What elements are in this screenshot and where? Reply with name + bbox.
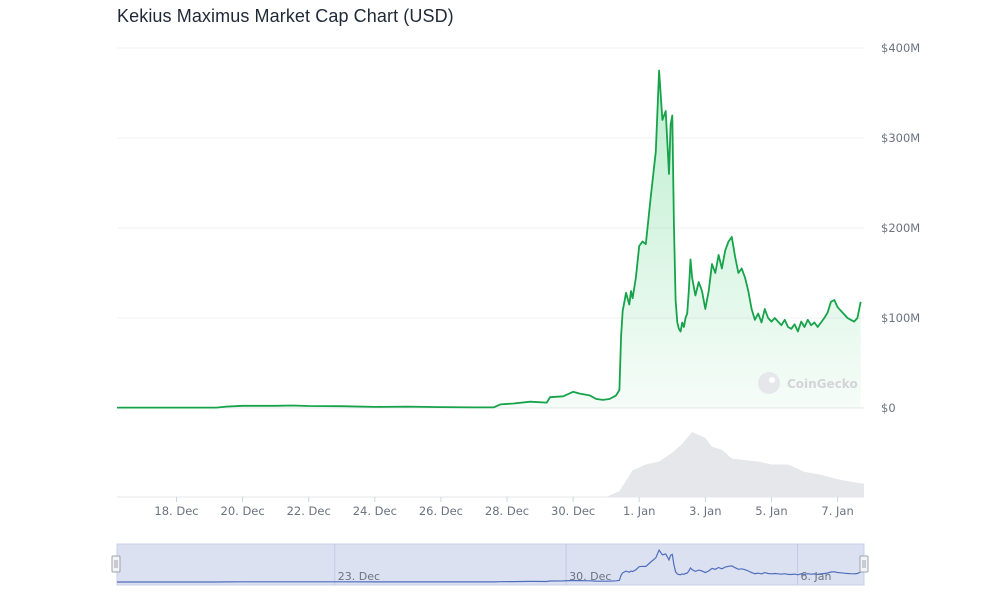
watermark-text: CoinGecko — [787, 377, 858, 391]
navigator-range[interactable] — [116, 543, 865, 586]
gecko-logo-icon — [758, 372, 780, 394]
y-tick-label: $200M — [881, 221, 920, 235]
price-line[interactable] — [117, 69, 862, 409]
x-tick-label: 30. Dec — [551, 504, 595, 518]
navigator-label: 30. Dec — [569, 570, 611, 583]
price-area-fill — [117, 70, 861, 408]
x-tick-label: 28. Dec — [485, 504, 529, 518]
x-tick-label: 24. Dec — [353, 504, 397, 518]
y-tick-label: $400M — [881, 41, 920, 55]
x-tick-label: 18. Dec — [154, 504, 198, 518]
volume-area — [117, 432, 864, 497]
x-tick-label: 22. Dec — [287, 504, 331, 518]
grid-lines — [117, 47, 864, 498]
y-tick-label: $0 — [881, 401, 896, 415]
x-tick-label: 5. Jan — [755, 504, 787, 518]
x-tick-label: 1. Jan — [623, 504, 655, 518]
y-tick-label: $100M — [881, 311, 920, 325]
x-tick-label: 20. Dec — [221, 504, 265, 518]
price-area — [117, 70, 861, 408]
navigator[interactable]: 23. Dec 30. Dec 6. Jan — [111, 543, 869, 586]
navigator-line — [117, 548, 861, 583]
gecko-eye-icon — [769, 377, 775, 383]
chart-title: Kekius Maximus Market Cap Chart (USD) — [117, 6, 454, 26]
x-axis: 18. Dec 20. Dec 22. Dec 24. Dec 26. Dec 28. D… — [154, 497, 854, 518]
y-axis: $0 $100M $200M $300M $400M — [881, 41, 920, 415]
coingecko-watermark: CoinGecko — [758, 372, 858, 394]
navigator-label: 6. Jan — [801, 570, 832, 583]
x-tick-label: 3. Jan — [689, 504, 721, 518]
navigator-series-line — [117, 548, 861, 583]
navigator-right-handle[interactable] — [859, 555, 869, 573]
price-series-line[interactable] — [117, 69, 862, 409]
volume-shape — [117, 432, 864, 497]
y-tick-label: $300M — [881, 131, 920, 145]
x-tick-label: 7. Jan — [821, 504, 853, 518]
x-tick-label: 26. Dec — [419, 504, 463, 518]
navigator-label: 23. Dec — [338, 570, 380, 583]
navigator-left-handle[interactable] — [111, 555, 121, 573]
